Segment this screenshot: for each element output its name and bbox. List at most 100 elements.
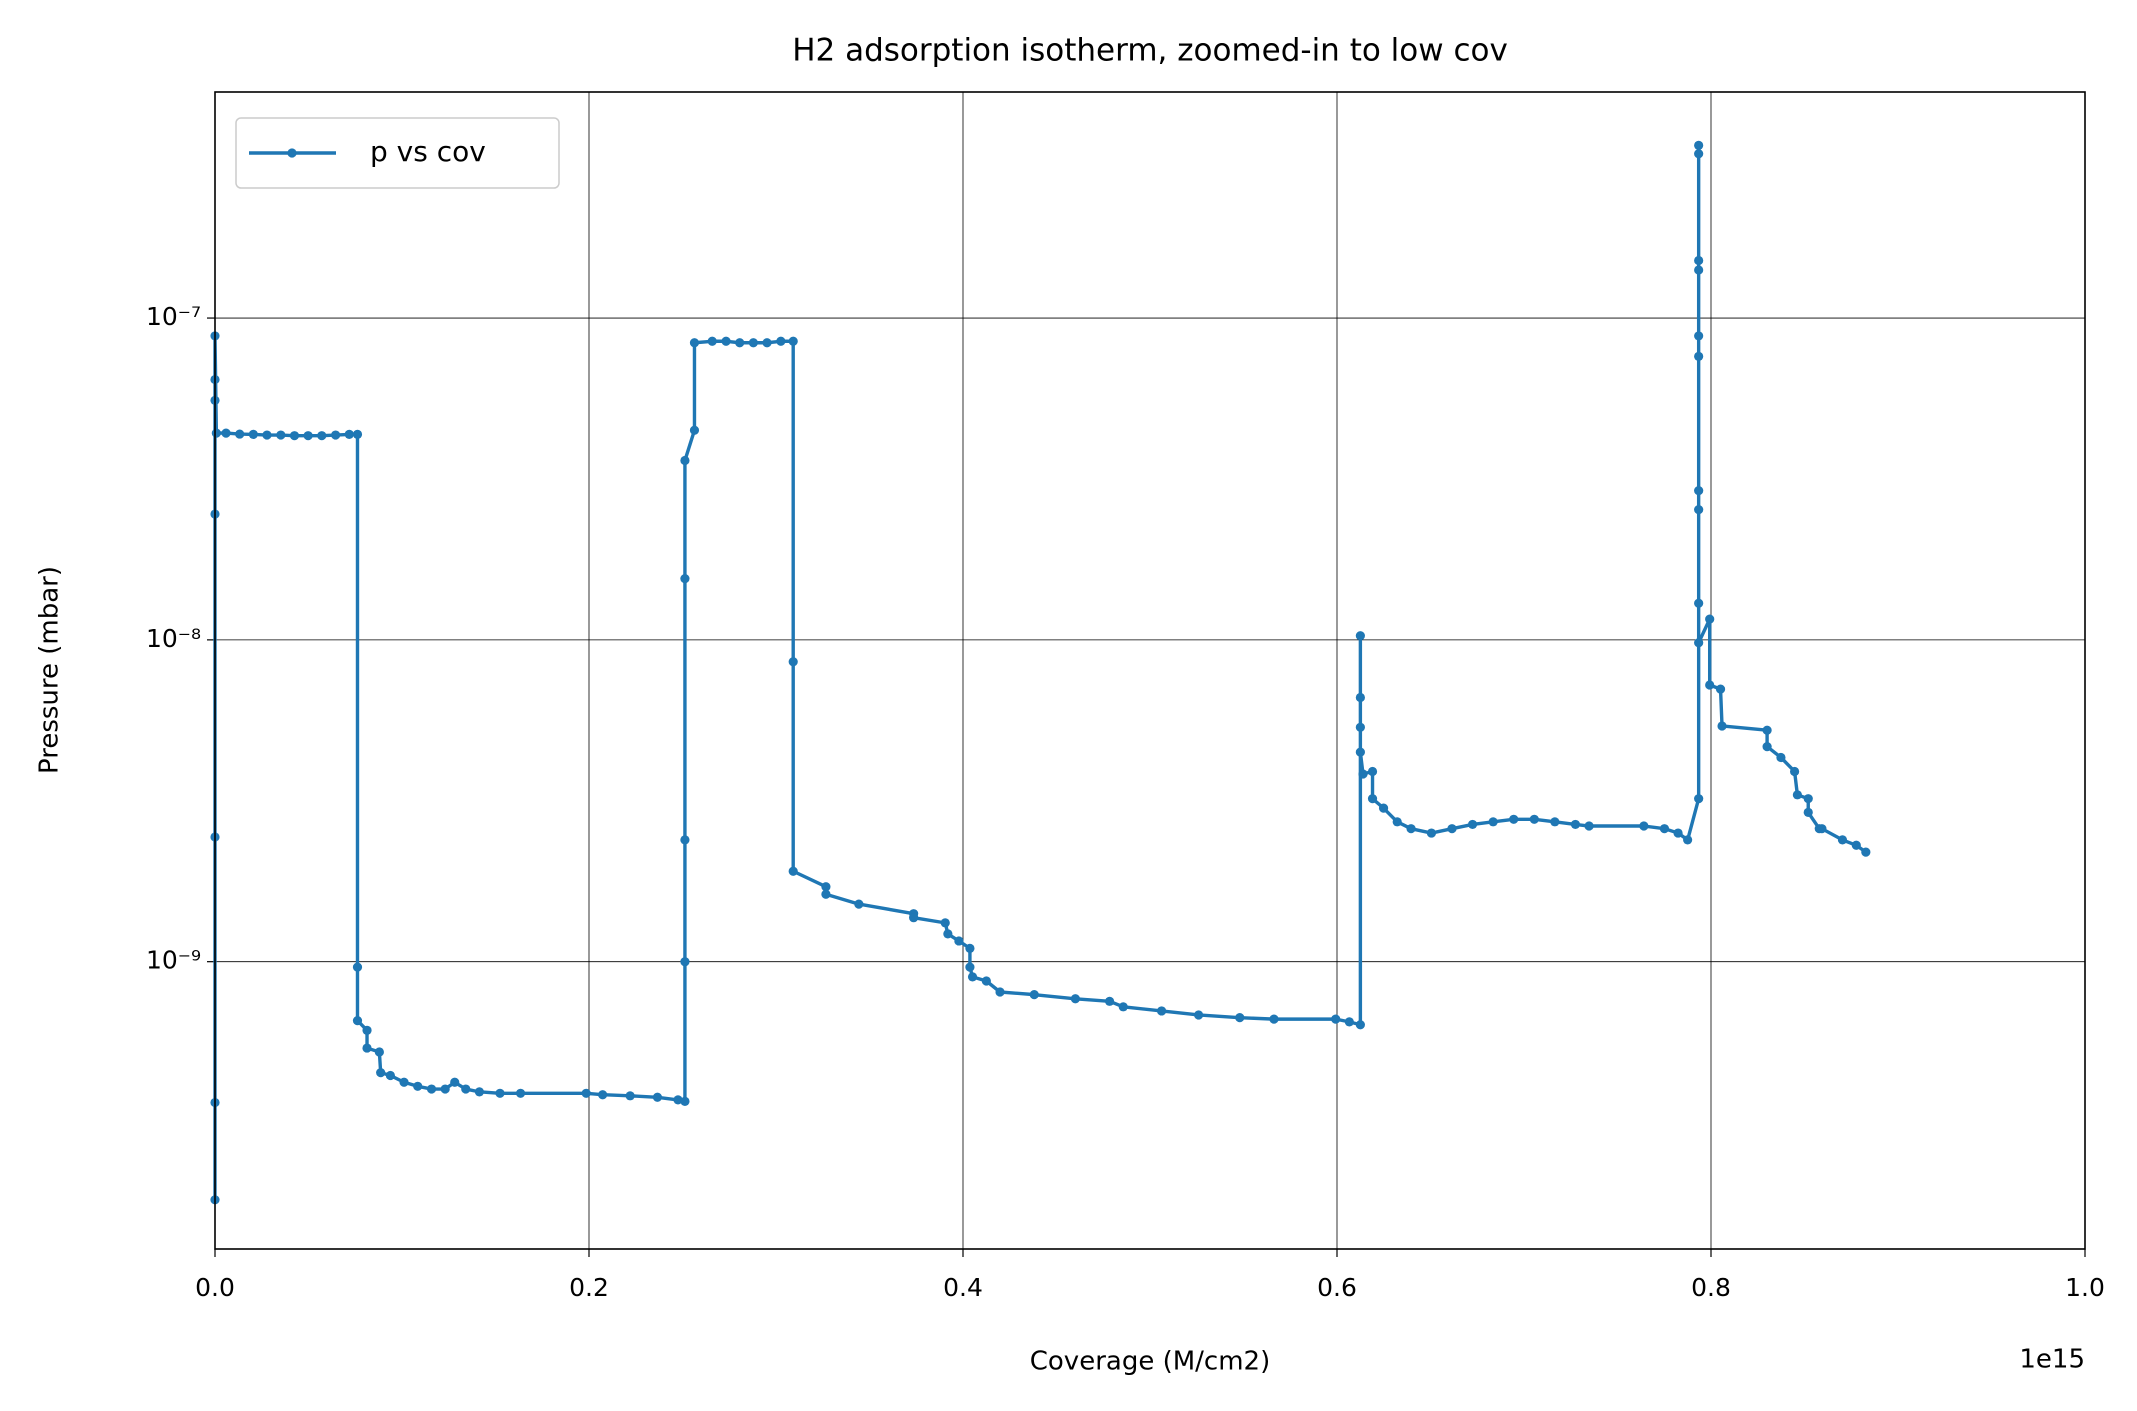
data-point	[954, 936, 964, 946]
data-point	[1762, 725, 1772, 735]
data-point	[598, 1090, 608, 1100]
data-point	[352, 962, 363, 972]
data-point	[1156, 1006, 1167, 1016]
data-point	[1355, 747, 1365, 757]
data-point	[1358, 769, 1368, 779]
data-point	[680, 455, 690, 466]
legend-label: p vs cov	[370, 135, 486, 168]
y-tick-label: 10⁻⁹	[146, 946, 201, 975]
data-point	[1861, 847, 1871, 857]
data-point	[1659, 824, 1670, 834]
data-point	[1683, 835, 1693, 845]
data-point	[1367, 794, 1378, 804]
x-tick-label: 0.6	[1317, 1273, 1357, 1302]
data-point	[1789, 766, 1800, 777]
data-point	[689, 338, 700, 348]
data-point	[821, 882, 831, 892]
x-tick-label: 0.0	[195, 1273, 235, 1302]
data-point	[1367, 766, 1378, 777]
data-point	[317, 431, 327, 441]
x-offset-label: 1e15	[2019, 1345, 2085, 1375]
data-point	[344, 429, 354, 439]
data-point	[776, 336, 786, 346]
data-point	[1105, 996, 1115, 1006]
data-point	[262, 430, 272, 440]
y-tick-label: 10⁻⁸	[146, 624, 201, 653]
data-point	[1705, 680, 1715, 690]
data-point	[680, 1096, 690, 1107]
data-point	[211, 428, 221, 438]
data-point	[352, 429, 363, 439]
data-point	[788, 336, 798, 346]
data-point	[1817, 824, 1827, 834]
data-point	[385, 1070, 396, 1081]
data-point	[1529, 814, 1539, 824]
data-point	[440, 1084, 450, 1094]
data-point	[762, 338, 772, 348]
data-point	[331, 430, 341, 440]
data-point	[1331, 1014, 1341, 1024]
data-point	[652, 1092, 663, 1102]
data-point	[376, 1068, 386, 1078]
data-point	[1694, 149, 1704, 159]
data-point	[1194, 1010, 1204, 1020]
data-point	[995, 987, 1005, 997]
data-point	[965, 943, 975, 953]
x-tick-label: 0.8	[1691, 1273, 1731, 1302]
x-tick-label: 0.2	[569, 1273, 609, 1302]
data-point	[1776, 752, 1786, 763]
data-point	[1269, 1014, 1279, 1024]
x-tick-label: 1.0	[2065, 1273, 2105, 1302]
data-point	[1447, 824, 1457, 834]
data-point	[1570, 819, 1581, 830]
data-point	[967, 972, 978, 982]
data-point	[495, 1088, 505, 1098]
data-point	[1029, 990, 1039, 1000]
data-point	[1694, 255, 1704, 266]
data-point	[248, 429, 258, 439]
data-point	[940, 918, 950, 928]
data-point	[1694, 504, 1704, 515]
data-point	[854, 899, 864, 909]
data-point	[1070, 994, 1080, 1004]
data-point	[981, 976, 991, 986]
data-point	[1694, 794, 1704, 804]
data-point	[235, 429, 245, 439]
data-point	[788, 866, 798, 876]
data-point	[1694, 265, 1704, 275]
data-point	[680, 835, 690, 845]
data-point	[289, 431, 300, 441]
data-point	[721, 336, 731, 346]
data-point	[1355, 722, 1365, 732]
data-point	[748, 338, 758, 348]
data-point	[581, 1088, 591, 1098]
data-point	[1803, 794, 1813, 804]
data-point	[515, 1088, 526, 1098]
data-point	[1694, 638, 1704, 648]
data-point	[680, 574, 690, 584]
data-point	[362, 1025, 372, 1035]
data-point	[426, 1084, 437, 1094]
data-point	[1355, 1020, 1365, 1030]
x-tick-label: 0.4	[943, 1273, 983, 1302]
data-point	[1355, 631, 1365, 641]
data-point	[303, 431, 313, 441]
data-point	[1550, 817, 1560, 827]
legend-box	[235, 117, 560, 189]
data-point	[450, 1077, 460, 1087]
chart-title: H2 adsorption isotherm, zoomed-in to low…	[792, 33, 1508, 69]
x-axis-label: Coverage (M/cm2)	[1030, 1347, 1270, 1377]
plot-frame	[214, 91, 2086, 1250]
data-point	[1509, 814, 1519, 824]
data-point	[1694, 598, 1704, 608]
data-point	[1355, 692, 1365, 703]
data-point	[735, 338, 745, 348]
y-axis-label: Pressure (mbar)	[35, 566, 65, 774]
data-point	[1235, 1013, 1245, 1023]
data-point	[1837, 835, 1848, 845]
data-point	[1694, 331, 1704, 341]
data-point	[1467, 819, 1478, 830]
data-point	[1694, 351, 1704, 362]
data-point	[1392, 817, 1402, 827]
